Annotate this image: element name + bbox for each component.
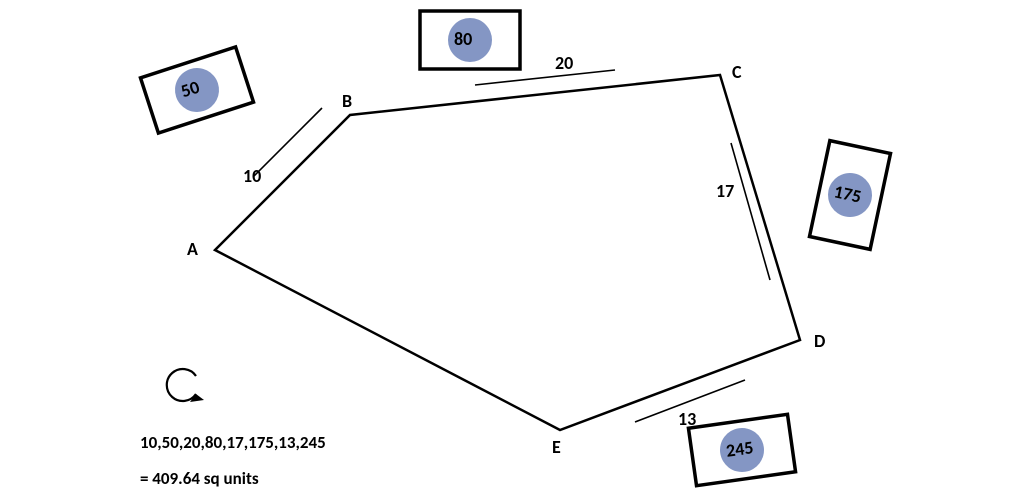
edge-length-label: 13 [678,408,696,430]
direction-arc [167,369,196,401]
measurement-sequence: 10,50,20,80,17,175,13,245 [140,432,326,453]
edge-tick [253,108,322,177]
area-result: = 409.64 sq units [140,468,259,489]
vertex-label-d: D [814,330,825,352]
bearing-value: 245 [725,436,755,462]
edge-length-label: 20 [555,52,573,74]
diagram-svg [0,0,1024,500]
vertex-label-a: A [187,238,198,260]
vertex-label-e: E [552,436,561,458]
edge-length-label: 17 [716,180,734,202]
vertex-label-c: C [732,61,742,83]
bearing-value: 80 [454,28,472,50]
edge-tick [475,70,615,85]
vertex-label-b: B [342,90,352,112]
edge-length-label: 10 [243,165,261,187]
edge-tick [731,143,770,280]
